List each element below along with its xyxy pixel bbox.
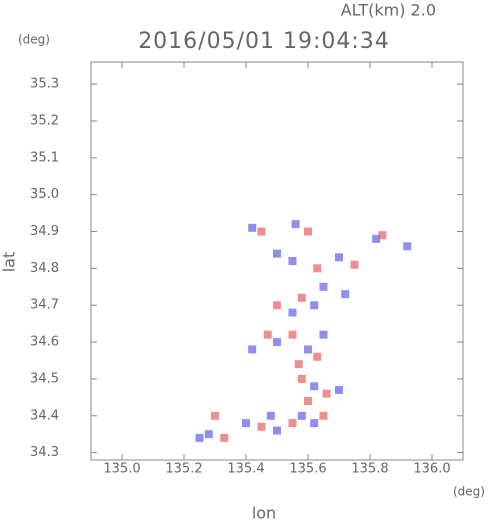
radar-cell (335, 385, 343, 394)
radar-cell (248, 223, 257, 232)
radar-cell (304, 345, 312, 354)
radar-cell (211, 411, 219, 420)
radar-cell (288, 308, 297, 317)
x-tick-label: 135.2 (165, 462, 202, 477)
y-tick-label: 34.4 (30, 408, 59, 423)
radar-cell (310, 301, 319, 310)
y-axis-label: lat (0, 252, 19, 273)
y-tick-label: 35.1 (30, 150, 59, 165)
radar-cell (263, 330, 272, 339)
y-tick-label: 34.6 (30, 335, 59, 350)
radar-cell (291, 220, 300, 229)
plot-frame (90, 61, 464, 461)
y-tick-label: 35.3 (30, 77, 59, 92)
radar-cell (304, 397, 312, 406)
radar-cell (319, 411, 328, 420)
radar-cell (313, 264, 322, 273)
radar-cell (273, 249, 281, 258)
y-tick-label: 35.2 (30, 113, 59, 128)
x-unit: (deg) (453, 485, 485, 499)
radar-cell (297, 293, 306, 302)
altitude-label: ALT(km) 2.0 (341, 1, 436, 20)
radar-cell (335, 253, 343, 262)
y-tick-label: 34.9 (30, 224, 59, 239)
radar-cell (288, 419, 297, 428)
radar-cell (313, 352, 322, 361)
radar-cell (220, 433, 229, 442)
radar-cell (248, 345, 257, 354)
y-tick-label: 34.5 (30, 371, 59, 386)
radar-cell (204, 430, 213, 439)
x-tick-label: 136.0 (413, 462, 450, 477)
radar-cell (297, 374, 306, 383)
radar-cell (297, 411, 306, 420)
radar-cell (372, 234, 381, 243)
y-tick-label: 34.8 (30, 261, 59, 276)
radar-cell (288, 257, 297, 265)
radar-cell (310, 382, 319, 391)
y-tick-label: 34.7 (30, 298, 59, 313)
radar-cell (195, 433, 204, 442)
radar-cell (310, 419, 319, 428)
radar-cell (273, 301, 281, 310)
y-tick-label: 35.0 (30, 187, 59, 202)
radar-cell (257, 227, 266, 236)
radar-cell (319, 330, 328, 339)
radar-cell (304, 227, 312, 236)
x-tick-label: 135.0 (103, 462, 140, 477)
radar-cell (266, 411, 275, 420)
x-tick-label: 135.4 (227, 462, 264, 477)
radar-cell (341, 290, 350, 299)
radar-cell (294, 360, 303, 369)
radar-cell (242, 419, 250, 428)
x-tick-label: 135.6 (289, 462, 326, 477)
x-tick-label: 135.8 (351, 462, 388, 477)
radar-cell (322, 389, 331, 398)
radar-cell (378, 231, 387, 240)
y-tick-label: 34.3 (30, 445, 59, 460)
radar-cell (350, 260, 359, 269)
x-axis-label: lon (252, 504, 276, 521)
radar-cell (257, 422, 266, 431)
radar-cell (288, 330, 297, 339)
radar-cell (319, 282, 328, 291)
radar-cell (273, 338, 281, 347)
radar-cell (403, 242, 412, 251)
radar-cell (273, 426, 281, 435)
y-unit: (deg) (18, 33, 50, 47)
chart-title: 2016/05/01 19:04:34 (138, 29, 390, 54)
